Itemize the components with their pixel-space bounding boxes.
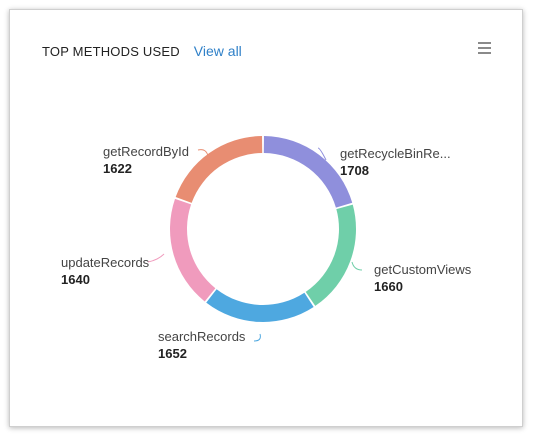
slice-connector [317, 147, 327, 161]
chart-card: TOP METHODS USED View all [9, 9, 523, 427]
slice-label-name: getCustomViews [374, 262, 472, 277]
slice-connector [147, 253, 165, 263]
donut-slice-getcustomviews[interactable] [305, 204, 356, 306]
slice-label-value: 1708 [340, 163, 369, 178]
card-header: TOP METHODS USED View all [42, 43, 242, 59]
hamburger-menu-icon[interactable] [478, 42, 494, 56]
slice-label-name: getRecordById [103, 144, 189, 159]
slice-label-name: searchRecords [158, 329, 246, 344]
slice-label-value: 1640 [61, 272, 90, 287]
view-all-link[interactable]: View all [193, 43, 242, 59]
slice-label-value: 1622 [103, 161, 132, 176]
card-title: TOP METHODS USED [42, 44, 180, 59]
donut-slice-searchrecords[interactable] [206, 289, 314, 322]
slice-label-name: getRecycleBinRe... [340, 146, 451, 161]
slice-label-name: updateRecords [61, 255, 150, 270]
donut-slice-getrecyclebinre[interactable] [263, 136, 353, 208]
slice-label-value: 1652 [158, 346, 187, 361]
slice-connector [253, 333, 261, 342]
slice-connector [197, 149, 209, 157]
donut-slice-updaterecords[interactable] [170, 198, 216, 302]
slice-label-value: 1660 [374, 279, 403, 294]
slice-connector [351, 261, 363, 271]
donut-slice-getrecordbyid[interactable] [175, 136, 263, 203]
